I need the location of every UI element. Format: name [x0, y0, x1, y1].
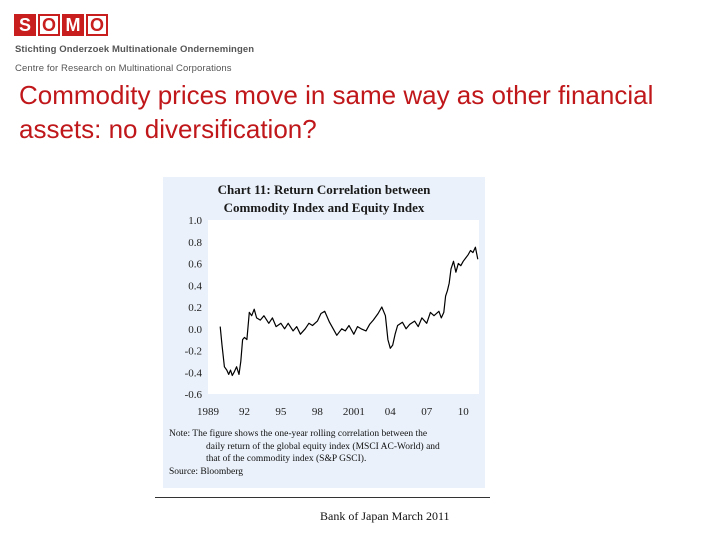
note-line-2: daily return of the global equity index …	[206, 441, 440, 452]
x-tick-label: 2001	[343, 406, 365, 418]
plot-area	[208, 220, 479, 394]
y-tick-label: 0.6	[188, 259, 202, 271]
divider	[155, 497, 490, 498]
logo-letter-o-2: O	[86, 14, 108, 36]
x-tick-label: 92	[239, 406, 250, 418]
y-axis: 1.0 0.8 0.6 0.4 0.2 0.0 -0.2 -0.4 -0.6	[185, 215, 203, 401]
series-layer	[219, 246, 479, 377]
y-tick-label: -0.4	[185, 367, 203, 379]
y-tick-label: -0.2	[185, 346, 202, 358]
x-tick-label: 10	[458, 406, 470, 418]
y-tick-label: 0.8	[188, 237, 202, 249]
chart-title-line-2: Commodity Index and Equity Index	[224, 200, 425, 215]
x-tick-label: 1989	[197, 406, 220, 418]
y-tick-label: -0.6	[185, 389, 203, 401]
x-tick-label: 07	[421, 406, 433, 418]
note-source: Source: Bloomberg	[169, 466, 243, 477]
note-line-1: Note: The figure shows the one-year roll…	[169, 429, 428, 439]
x-tick-label: 95	[275, 406, 287, 418]
chart: Chart 11: Return Correlation between Com…	[185, 182, 479, 418]
y-tick-label: 0.4	[188, 280, 202, 292]
y-tick-label: 0.2	[188, 302, 202, 314]
somo-logo: S O M O	[14, 14, 108, 36]
x-tick-label: 04	[385, 406, 397, 418]
x-tick-label: 98	[312, 406, 324, 418]
y-tick-label: 0.0	[188, 324, 202, 336]
logo-letter-m: M	[62, 14, 84, 36]
y-tick-label: 1.0	[188, 215, 202, 227]
chart-note: Note: The figure shows the one-year roll…	[169, 428, 481, 478]
slide-title: Commodity prices move in same way as oth…	[19, 80, 654, 144]
series-line	[219, 246, 479, 377]
chart-panel: Chart 11: Return Correlation between Com…	[163, 177, 485, 488]
org-name: Stichting Onderzoek Multinationale Onder…	[15, 44, 255, 55]
source-credit: Bank of Japan March 2011	[320, 509, 450, 523]
logo-letter-o: O	[38, 14, 60, 36]
note-line-3: that of the commodity index (S&P GSCI).	[206, 454, 367, 464]
x-axis: 1989 92 95 98 2001 04 07 10	[197, 406, 469, 418]
chart-title-line-1: Chart 11: Return Correlation between	[218, 182, 432, 197]
logo-letter-s: S	[14, 14, 36, 36]
org-subtitle: Centre for Research on Multinational Cor…	[15, 63, 232, 74]
